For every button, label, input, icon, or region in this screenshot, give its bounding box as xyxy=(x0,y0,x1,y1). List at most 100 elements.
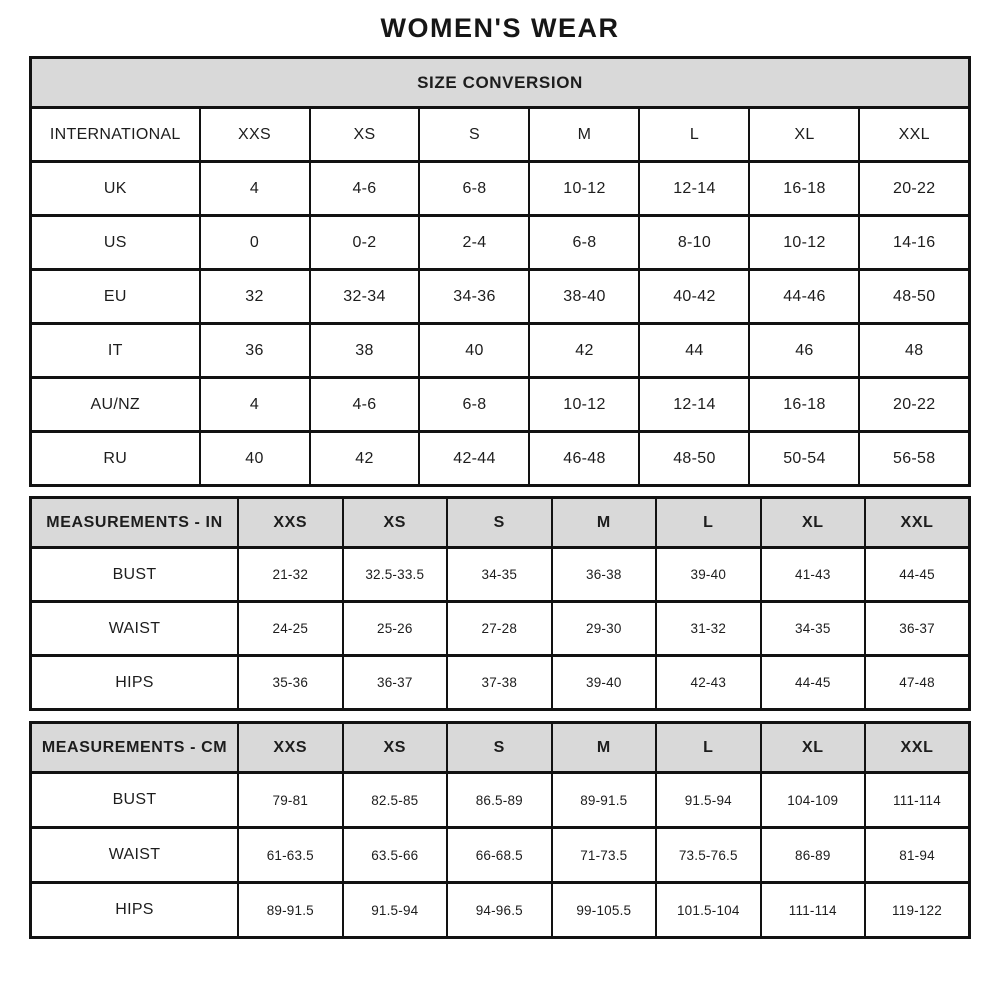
value-cell: XXS xyxy=(198,106,311,163)
value-cell: 4-6 xyxy=(308,160,421,217)
value-cell: 14-16 xyxy=(858,214,971,271)
value-cell: 44-46 xyxy=(748,268,861,325)
value-cell: 38-40 xyxy=(528,268,641,325)
value-cell: XL xyxy=(748,106,861,163)
value-cell: 94-96.5 xyxy=(446,881,553,939)
table-row: HIPS 35-36 36-37 37-38 39-40 42-43 44-45 47-48 xyxy=(29,654,971,711)
column-header: M xyxy=(550,496,658,549)
value-cell: 91.5-94 xyxy=(341,881,449,939)
value-cell: 36-37 xyxy=(341,654,449,711)
value-cell: 34-36 xyxy=(418,268,531,325)
value-cell: 6-8 xyxy=(418,160,531,217)
size-conversion-title: SIZE CONVERSION xyxy=(29,56,971,109)
value-cell: 71-73.5 xyxy=(550,826,658,884)
value-cell: 4 xyxy=(198,160,311,217)
value-cell: 99-105.5 xyxy=(550,881,658,939)
value-cell: 81-94 xyxy=(864,826,971,884)
column-header: XS xyxy=(341,721,449,774)
value-cell: 47-48 xyxy=(864,654,971,711)
value-cell: 111-114 xyxy=(864,771,971,829)
measurements-in-title: MEASUREMENTS - IN xyxy=(29,496,240,549)
value-cell: 42-44 xyxy=(418,430,531,487)
value-cell: 66-68.5 xyxy=(446,826,553,884)
value-cell: 6-8 xyxy=(528,214,641,271)
value-cell: 12-14 xyxy=(638,160,751,217)
size-conversion-body: INTERNATIONAL XXS XS S M L XL XXL UK 4 4-6 6-8 10-12… xyxy=(29,106,971,487)
value-cell: 40 xyxy=(418,322,531,379)
value-cell: 56-58 xyxy=(858,430,971,487)
table-row: US 0 0-2 2-4 6-8 8-10 10-12 14-16 xyxy=(29,214,971,271)
column-header: XXL xyxy=(864,496,971,549)
value-cell: 44 xyxy=(638,322,751,379)
value-cell: 24-25 xyxy=(237,600,344,657)
value-cell: 50-54 xyxy=(748,430,861,487)
value-cell: 31-32 xyxy=(655,600,762,657)
value-cell: 0 xyxy=(198,214,311,271)
row-label: INTERNATIONAL xyxy=(29,106,201,163)
value-cell: 36 xyxy=(198,322,311,379)
table-row: WAIST 24-25 25-26 27-28 29-30 31-32 34-35 36-37 xyxy=(29,600,971,657)
value-cell: L xyxy=(638,106,751,163)
row-label: US xyxy=(29,214,201,271)
value-cell: XS xyxy=(308,106,421,163)
value-cell: 46 xyxy=(748,322,861,379)
value-cell: 44-45 xyxy=(759,654,867,711)
table-row: EU 32 32-34 34-36 38-40 40-42 44-46 48-50 xyxy=(29,268,971,325)
table-row: AU/NZ 4 4-6 6-8 10-12 12-14 16-18 20-22 xyxy=(29,376,971,433)
value-cell: 34-35 xyxy=(446,546,553,603)
value-cell: 37-38 xyxy=(446,654,553,711)
value-cell: 42 xyxy=(308,430,421,487)
value-cell: 34-35 xyxy=(759,600,867,657)
row-label: RU xyxy=(29,430,201,487)
value-cell: 119-122 xyxy=(864,881,971,939)
row-label: AU/NZ xyxy=(29,376,201,433)
size-conversion-header-row: SIZE CONVERSION xyxy=(29,56,971,109)
measurements-cm-table: MEASUREMENTS - CM XXS XS S M L XL XXL BUST 79-8… xyxy=(29,721,971,939)
page-title: WOMEN'S WEAR xyxy=(380,13,620,43)
value-cell: 86.5-89 xyxy=(446,771,553,829)
measurements-in-header-row: MEASUREMENTS - IN XXS XS S M L XL XXL xyxy=(29,496,971,549)
value-cell: 40 xyxy=(198,430,311,487)
column-header: S xyxy=(446,496,553,549)
value-cell: 35-36 xyxy=(237,654,344,711)
value-cell: 6-8 xyxy=(418,376,531,433)
value-cell: XXL xyxy=(858,106,971,163)
column-header: XXS xyxy=(237,721,344,774)
value-cell: 10-12 xyxy=(528,160,641,217)
value-cell: 44-45 xyxy=(864,546,971,603)
value-cell: 39-40 xyxy=(550,654,658,711)
column-header: L xyxy=(655,496,762,549)
value-cell: 48-50 xyxy=(638,430,751,487)
row-label: WAIST xyxy=(29,600,240,657)
value-cell: 29-30 xyxy=(550,600,658,657)
value-cell: 4 xyxy=(198,376,311,433)
value-cell: 61-63.5 xyxy=(237,826,344,884)
value-cell: 32-34 xyxy=(308,268,421,325)
value-cell: S xyxy=(418,106,531,163)
table-row: INTERNATIONAL XXS XS S M L XL XXL xyxy=(29,106,971,163)
table-row: RU 40 42 42-44 46-48 48-50 50-54 56-58 xyxy=(29,430,971,487)
row-label: HIPS xyxy=(29,654,240,711)
value-cell: 21-32 xyxy=(237,546,344,603)
value-cell: 91.5-94 xyxy=(655,771,762,829)
row-label: HIPS xyxy=(29,881,240,939)
table-row: WAIST 61-63.5 63.5-66 66-68.5 71-73.5 73.5-76… xyxy=(29,826,971,884)
value-cell: 2-4 xyxy=(418,214,531,271)
value-cell: 101.5-104 xyxy=(655,881,762,939)
measurements-in-body: BUST 21-32 32.5-33.5 34-35 36-38 39-40 41-43 44… xyxy=(29,546,971,711)
row-label: UK xyxy=(29,160,201,217)
value-cell: 32 xyxy=(198,268,311,325)
row-label: IT xyxy=(29,322,201,379)
row-label: BUST xyxy=(29,771,240,829)
column-header: XL xyxy=(759,721,867,774)
value-cell: 16-18 xyxy=(748,376,861,433)
value-cell: 25-26 xyxy=(341,600,449,657)
value-cell: 32.5-33.5 xyxy=(341,546,449,603)
row-label: EU xyxy=(29,268,201,325)
value-cell: 42 xyxy=(528,322,641,379)
table-row: IT 36 38 40 42 44 46 48 xyxy=(29,322,971,379)
column-header: M xyxy=(550,721,658,774)
measurements-in-table: MEASUREMENTS - IN XXS XS S M L XL XXL BUST 21-3… xyxy=(29,496,971,711)
value-cell: 42-43 xyxy=(655,654,762,711)
